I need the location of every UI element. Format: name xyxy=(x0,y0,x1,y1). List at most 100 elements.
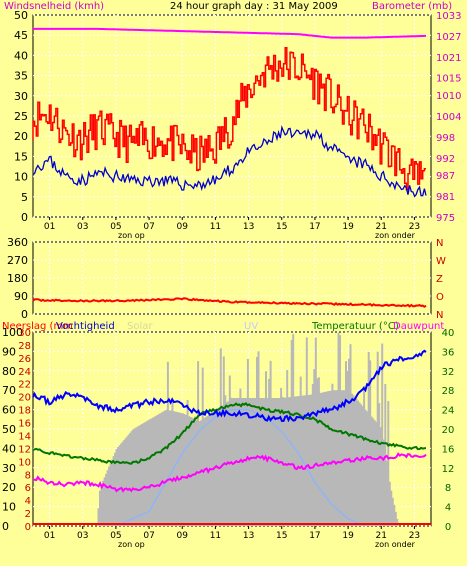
solar-bar xyxy=(139,424,142,526)
solar-bar xyxy=(163,410,166,526)
y-right-tick-label: 1004 xyxy=(436,112,461,123)
compass-label: N xyxy=(436,238,443,249)
solar-bar xyxy=(141,423,144,526)
y-tick-label: 40 xyxy=(14,49,28,62)
solar-bar xyxy=(251,398,254,526)
solar-bar xyxy=(124,438,127,526)
solar-bar xyxy=(179,412,181,526)
solar-bar xyxy=(109,463,112,526)
humidity-line xyxy=(32,349,427,423)
x-tick-label: 07 xyxy=(143,531,154,541)
solar-bar xyxy=(379,427,382,526)
wind-gust-line xyxy=(32,46,426,191)
solar-bar xyxy=(166,361,169,526)
rain-tick-label: 20 xyxy=(18,393,31,404)
temp-tick-label: 32 xyxy=(442,367,455,378)
solar-bar xyxy=(293,396,296,526)
solar-bar xyxy=(358,402,361,526)
solar-bar xyxy=(390,490,393,526)
solar-bar xyxy=(286,370,289,526)
legend-dewpoint: Dauwpunt xyxy=(393,321,444,332)
panel-climate-right-axis: 0 4 8 12 16 20 24 28 32 36 40 xyxy=(442,328,455,533)
header-right-label: Barometer (mb) xyxy=(372,1,452,12)
solar-bar xyxy=(204,417,207,526)
temp-tick-label: 4 xyxy=(445,503,451,514)
y-tick-label: 270 xyxy=(7,254,28,267)
humidity-tick-label: 80 xyxy=(2,365,16,378)
solar-bar xyxy=(363,385,366,526)
y-tick-label: 25 xyxy=(14,110,28,123)
rain-tick-label: 4 xyxy=(25,496,31,507)
solar-bar xyxy=(150,418,153,526)
solar-bar xyxy=(197,361,200,526)
humidity-tick-label: 90 xyxy=(2,345,16,358)
wind-direction-line xyxy=(32,297,427,308)
rain-tick-label: 6 xyxy=(25,483,31,494)
solar-bar xyxy=(200,420,203,526)
solar-bar xyxy=(142,423,145,526)
solar-bar xyxy=(370,416,373,526)
solar-bar xyxy=(121,441,124,526)
solar-bar xyxy=(215,409,218,526)
humidity-tick-label: 0 xyxy=(2,520,9,533)
temperature-line xyxy=(32,402,427,465)
solar-bar xyxy=(192,418,195,526)
solar-bar xyxy=(269,360,272,526)
humidity-tick-label: 100 xyxy=(2,326,23,339)
solar-bar xyxy=(260,398,263,526)
solar-bar xyxy=(99,490,101,526)
uv-line xyxy=(115,408,365,527)
rain-tick-label: 18 xyxy=(18,406,31,417)
solar-bar xyxy=(334,390,337,526)
rain-tick-label: 24 xyxy=(18,367,31,378)
solar-bar xyxy=(268,378,271,526)
solar-bar xyxy=(105,473,108,526)
compass-label: O xyxy=(436,292,444,303)
solar-bar xyxy=(263,398,266,526)
x-tick-label: 23 xyxy=(409,222,420,232)
solar-bar xyxy=(174,411,177,526)
rain-tick-label: 0 xyxy=(25,522,31,533)
solar-bar xyxy=(393,504,396,526)
solar-bar xyxy=(323,392,326,526)
solar-bar xyxy=(171,399,174,526)
solar-bar xyxy=(218,407,221,526)
rain-tick-label: 10 xyxy=(18,457,31,468)
legend-solar: Solar xyxy=(127,321,153,332)
y-tick-label: 5 xyxy=(21,191,28,204)
y-tick-label: 0 xyxy=(21,211,28,224)
solar-bar xyxy=(316,378,319,526)
x-tick-label: 05 xyxy=(110,222,121,232)
solar-bar xyxy=(340,390,343,526)
temp-tick-label: 20 xyxy=(442,425,455,436)
solar-bar xyxy=(257,351,260,526)
y-tick-label: 90 xyxy=(14,290,28,303)
y-tick-label: 15 xyxy=(14,150,28,163)
temp-tick-label: 16 xyxy=(442,444,455,455)
header-left-label: Windsnelheid (kmh) xyxy=(4,1,104,12)
solar-bar xyxy=(165,409,168,526)
temp-tick-label: 8 xyxy=(445,483,451,494)
x-tick-label: 11 xyxy=(210,222,221,232)
y-tick-label: 180 xyxy=(7,272,28,285)
solar-bar xyxy=(126,436,129,526)
solar-bar xyxy=(364,409,367,526)
solar-bar xyxy=(102,480,105,526)
solar-bar xyxy=(376,351,379,526)
temp-tick-label: 40 xyxy=(442,328,455,339)
solar-bar xyxy=(145,421,148,526)
rain-tick-label: 2 xyxy=(25,509,31,520)
solar-bar xyxy=(194,416,197,526)
solar-bar xyxy=(320,392,323,526)
solar-bar xyxy=(147,420,150,526)
rain-tick-label: 28 xyxy=(18,341,31,352)
temp-tick-label: 12 xyxy=(442,464,455,475)
solar-bar xyxy=(170,410,172,526)
solar-bar xyxy=(133,428,136,526)
x-tick-label: 01 xyxy=(44,531,55,541)
rain-tick-label: 16 xyxy=(18,419,31,430)
barometer-line xyxy=(33,27,426,39)
solar-bar xyxy=(296,396,299,526)
